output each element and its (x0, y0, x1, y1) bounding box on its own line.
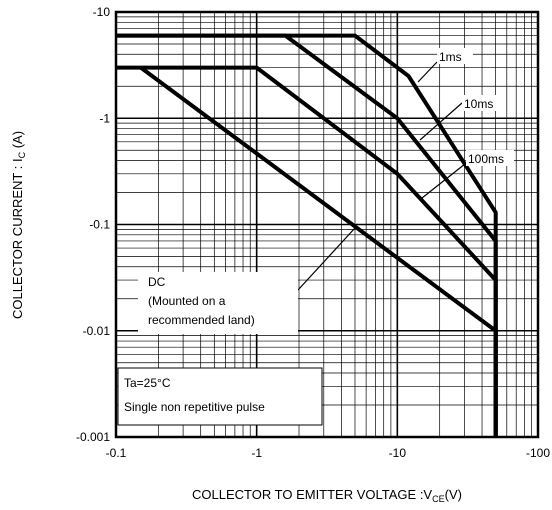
y-tick-label: -1 (99, 111, 110, 125)
x-axis-label-unit: (V) (445, 487, 462, 502)
leader-line-10ms (419, 102, 463, 141)
label-background (462, 95, 504, 111)
leader-line-1ms (417, 61, 438, 83)
series-label-100ms: 100ms (468, 152, 504, 166)
series-label-10ms: 10ms (464, 97, 493, 111)
y-axis-label-main: COLLECTOR CURRENT : I (10, 158, 25, 319)
y-axis-label-unit: (A) (10, 131, 25, 152)
conditions-line: Ta=25°C (124, 376, 171, 390)
y-tick-label: -0.01 (83, 324, 111, 338)
leader-line-100ms (421, 159, 471, 199)
dc-note-background (138, 272, 298, 334)
label-background (437, 48, 473, 64)
x-tick-label: -10 (389, 446, 407, 460)
conditions-line: Single non repetitive pulse (124, 400, 265, 414)
conditions-text: Ta=25°C Single non repetitive pulse (124, 376, 265, 414)
dc-note-line: recommended land) (148, 313, 255, 327)
y-tick-label: -0.001 (76, 430, 110, 444)
x-axis-label-subscript: CE (432, 494, 445, 504)
series-label-1ms: 1ms (439, 50, 462, 64)
conditions-box (117, 367, 323, 426)
series-lines (116, 33, 498, 437)
x-tick-label: -1 (251, 446, 262, 460)
annotations: 1ms 10ms 100ms DC (Mounted on a recommended l… (117, 48, 514, 426)
dc-note-line: (Mounted on a (148, 294, 226, 308)
dc-note: DC (Mounted on a recommended land) (148, 275, 255, 327)
dc-note-line: DC (148, 275, 166, 289)
leader-line-dc (297, 227, 356, 291)
y-axis-label: COLLECTOR CURRENT : IC (A) (10, 131, 27, 319)
y-tick-label: -0.1 (89, 218, 110, 232)
plot-border (114, 10, 540, 439)
y-axis-label-subscript: C (17, 151, 27, 158)
label-background (466, 150, 514, 166)
x-tick-label: -0.1 (106, 446, 127, 460)
x-axis-label: COLLECTOR TO EMITTER VOLTAGE :VCE(V) (192, 487, 462, 504)
y-tick-label: -10 (93, 5, 111, 19)
tick-labels: -0.1 -1 -10 -100 -10 -1 -0.1 -0.01 -0.001 (76, 5, 550, 460)
series-line-dc (139, 65, 498, 437)
x-tick-label: -100 (526, 446, 550, 460)
x-axis-label-main: COLLECTOR TO EMITTER VOLTAGE :V (192, 487, 432, 502)
